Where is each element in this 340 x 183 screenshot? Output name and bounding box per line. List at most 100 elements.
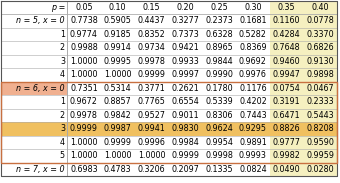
Text: n = 6, x = 0: n = 6, x = 0 <box>16 84 65 93</box>
Text: 1.0000: 1.0000 <box>70 151 98 160</box>
Text: 0.8857: 0.8857 <box>104 97 132 106</box>
Text: 0.1780: 0.1780 <box>205 84 233 93</box>
Text: 0.40: 0.40 <box>312 3 329 12</box>
Bar <box>1 122 337 135</box>
Text: 0.0754: 0.0754 <box>273 84 301 93</box>
Text: 0.9998: 0.9998 <box>205 151 233 160</box>
Text: 0.9990: 0.9990 <box>205 70 233 79</box>
Text: 0.9978: 0.9978 <box>138 57 166 66</box>
Text: 0.6983: 0.6983 <box>70 165 98 174</box>
Text: 0.8369: 0.8369 <box>239 43 267 52</box>
Text: 0.9933: 0.9933 <box>171 57 199 66</box>
Text: 0.7648: 0.7648 <box>273 43 301 52</box>
Text: 0.9999: 0.9999 <box>137 70 166 79</box>
Text: 0.10: 0.10 <box>109 3 126 12</box>
Text: 0.3191: 0.3191 <box>273 97 301 106</box>
Text: 0.2333: 0.2333 <box>307 97 334 106</box>
Text: 0.1335: 0.1335 <box>205 165 233 174</box>
Text: 0.9996: 0.9996 <box>138 138 166 147</box>
Text: 0.9988: 0.9988 <box>70 43 98 52</box>
Text: 0.9941: 0.9941 <box>138 124 165 133</box>
Text: 0.9590: 0.9590 <box>307 138 335 147</box>
Text: 0.8306: 0.8306 <box>205 111 233 120</box>
Text: 0.9130: 0.9130 <box>307 57 334 66</box>
Text: 0.5339: 0.5339 <box>205 97 233 106</box>
Text: 0.8352: 0.8352 <box>138 30 165 39</box>
Text: 0.8826: 0.8826 <box>273 124 301 133</box>
Text: 0.2621: 0.2621 <box>171 84 199 93</box>
Text: 0.9011: 0.9011 <box>171 111 199 120</box>
Text: 3: 3 <box>60 57 65 66</box>
Text: 0.0280: 0.0280 <box>307 165 334 174</box>
Text: 0.9295: 0.9295 <box>239 124 267 133</box>
Text: 0.0778: 0.0778 <box>307 16 334 25</box>
Text: 0.5282: 0.5282 <box>239 30 267 39</box>
Text: 0.05: 0.05 <box>75 3 93 12</box>
Text: 0.5314: 0.5314 <box>104 84 132 93</box>
Text: 0.9995: 0.9995 <box>104 57 132 66</box>
Text: 1.0000: 1.0000 <box>70 57 98 66</box>
Text: 0.9959: 0.9959 <box>306 151 335 160</box>
Text: 0.15: 0.15 <box>143 3 160 12</box>
Text: p =: p = <box>51 3 65 12</box>
Text: 0.9527: 0.9527 <box>137 111 166 120</box>
Text: 0.9999: 0.9999 <box>171 151 199 160</box>
Text: 0.0824: 0.0824 <box>239 165 267 174</box>
Text: 0.9978: 0.9978 <box>70 111 98 120</box>
Bar <box>270 1 304 176</box>
Text: 0.7443: 0.7443 <box>239 111 267 120</box>
Text: 0.9898: 0.9898 <box>307 70 334 79</box>
Text: 1: 1 <box>60 30 65 39</box>
Text: 0.1681: 0.1681 <box>239 16 267 25</box>
Text: 0.0467: 0.0467 <box>307 84 334 93</box>
Bar <box>304 1 337 176</box>
Text: 0.6471: 0.6471 <box>273 111 301 120</box>
Text: 0.9982: 0.9982 <box>273 151 301 160</box>
Text: 0.9842: 0.9842 <box>104 111 132 120</box>
Text: 0.9185: 0.9185 <box>104 30 132 39</box>
Text: 0.3206: 0.3206 <box>138 165 165 174</box>
Text: 4: 4 <box>60 138 65 147</box>
Text: 0.7765: 0.7765 <box>138 97 166 106</box>
Text: 0.7351: 0.7351 <box>70 84 98 93</box>
Text: 0.4437: 0.4437 <box>138 16 165 25</box>
Text: 3: 3 <box>60 124 65 133</box>
Text: 0.9999: 0.9999 <box>70 124 98 133</box>
Text: 0.9624: 0.9624 <box>205 124 233 133</box>
Text: 1.0000: 1.0000 <box>104 70 132 79</box>
Text: 0.5905: 0.5905 <box>104 16 132 25</box>
Text: 0.9976: 0.9976 <box>239 70 267 79</box>
Text: 0.9844: 0.9844 <box>205 57 233 66</box>
Text: 0.6554: 0.6554 <box>171 97 199 106</box>
Text: 4: 4 <box>60 70 65 79</box>
Text: 0.2097: 0.2097 <box>171 165 199 174</box>
Text: 0.9993: 0.9993 <box>239 151 267 160</box>
Text: 1.0000: 1.0000 <box>104 151 132 160</box>
Bar <box>1 81 337 163</box>
Text: 5: 5 <box>60 151 65 160</box>
Text: 0.8965: 0.8965 <box>205 43 233 52</box>
Text: 0.9947: 0.9947 <box>273 70 301 79</box>
Text: 1: 1 <box>60 97 65 106</box>
Text: 0.5443: 0.5443 <box>307 111 334 120</box>
Text: 0.30: 0.30 <box>244 3 262 12</box>
Text: 0.9692: 0.9692 <box>239 57 267 66</box>
Text: 1.0000: 1.0000 <box>70 138 98 147</box>
Text: 0.35: 0.35 <box>278 3 295 12</box>
Text: 0.9999: 0.9999 <box>104 138 132 147</box>
Text: 2: 2 <box>60 111 65 120</box>
Text: 2: 2 <box>60 43 65 52</box>
Text: 0.9830: 0.9830 <box>171 124 199 133</box>
Text: 0.9421: 0.9421 <box>171 43 199 52</box>
Text: 0.4783: 0.4783 <box>104 165 132 174</box>
Text: 0.6826: 0.6826 <box>307 43 334 52</box>
Text: 0.9987: 0.9987 <box>104 124 132 133</box>
Text: 0.9954: 0.9954 <box>205 138 233 147</box>
Text: 0.7738: 0.7738 <box>70 16 98 25</box>
Text: 0.20: 0.20 <box>176 3 194 12</box>
Text: 0.1160: 0.1160 <box>273 16 301 25</box>
Text: n = 7, x = 0: n = 7, x = 0 <box>16 165 65 174</box>
Text: 0.8208: 0.8208 <box>307 124 334 133</box>
Text: 0.25: 0.25 <box>210 3 228 12</box>
Text: 0.9984: 0.9984 <box>171 138 199 147</box>
